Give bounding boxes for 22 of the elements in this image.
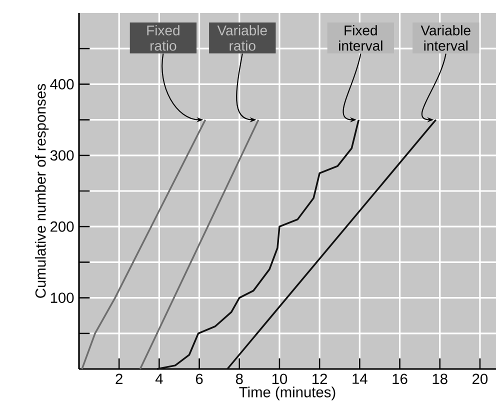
x-tick-label: 4: [155, 374, 163, 384]
x-tick-label: 6: [196, 374, 203, 384]
x-tick-label: 2: [116, 374, 122, 384]
annotation: Variable interval: [420, 25, 470, 51]
x-tick-label: 14: [352, 374, 368, 384]
x-tick-label: 10: [272, 374, 288, 384]
y-tick-label: 200: [50, 221, 74, 232]
x-tick-label: 16: [392, 374, 408, 384]
y-tick-label: 100: [50, 292, 74, 303]
annotation: Fixed ratio: [147, 25, 180, 51]
x-tick-label: 20: [472, 374, 488, 384]
x-tick-label: 12: [312, 374, 327, 384]
x-tick-label: 18: [432, 374, 448, 384]
y-tick-label: 300: [50, 150, 74, 161]
annotation: Fixed interval: [339, 25, 382, 51]
y-tick-label: 400: [50, 79, 74, 90]
line-series: [81, 118, 206, 370]
y-axis-title: Cumulative number of responses: [35, 84, 49, 298]
x-tick-label: 8: [236, 374, 243, 384]
annotation: Variable ratio: [217, 25, 267, 51]
x-axis-title: Time (minutes): [239, 386, 336, 400]
line-series: [156, 118, 360, 370]
